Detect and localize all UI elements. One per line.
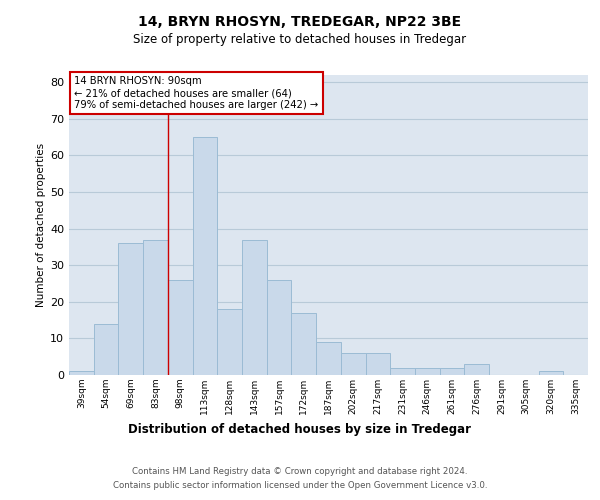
Text: 14, BRYN RHOSYN, TREDEGAR, NP22 3BE: 14, BRYN RHOSYN, TREDEGAR, NP22 3BE: [139, 15, 461, 29]
Bar: [464, 364, 489, 375]
Bar: [539, 372, 563, 375]
Y-axis label: Number of detached properties: Number of detached properties: [36, 143, 46, 307]
Bar: [292, 313, 316, 375]
Bar: [415, 368, 440, 375]
Text: 14 BRYN RHOSYN: 90sqm
← 21% of detached houses are smaller (64)
79% of semi-deta: 14 BRYN RHOSYN: 90sqm ← 21% of detached …: [74, 76, 319, 110]
Bar: [217, 309, 242, 375]
Bar: [143, 240, 168, 375]
Text: Size of property relative to detached houses in Tredegar: Size of property relative to detached ho…: [133, 32, 467, 46]
Bar: [94, 324, 118, 375]
Bar: [390, 368, 415, 375]
Bar: [267, 280, 292, 375]
Bar: [193, 137, 217, 375]
Text: Contains public sector information licensed under the Open Government Licence v3: Contains public sector information licen…: [113, 481, 487, 490]
Bar: [440, 368, 464, 375]
Bar: [118, 244, 143, 375]
Bar: [341, 353, 365, 375]
Bar: [242, 240, 267, 375]
Bar: [168, 280, 193, 375]
Text: Contains HM Land Registry data © Crown copyright and database right 2024.: Contains HM Land Registry data © Crown c…: [132, 468, 468, 476]
Bar: [365, 353, 390, 375]
Bar: [69, 372, 94, 375]
Text: Distribution of detached houses by size in Tredegar: Distribution of detached houses by size …: [128, 422, 472, 436]
Bar: [316, 342, 341, 375]
